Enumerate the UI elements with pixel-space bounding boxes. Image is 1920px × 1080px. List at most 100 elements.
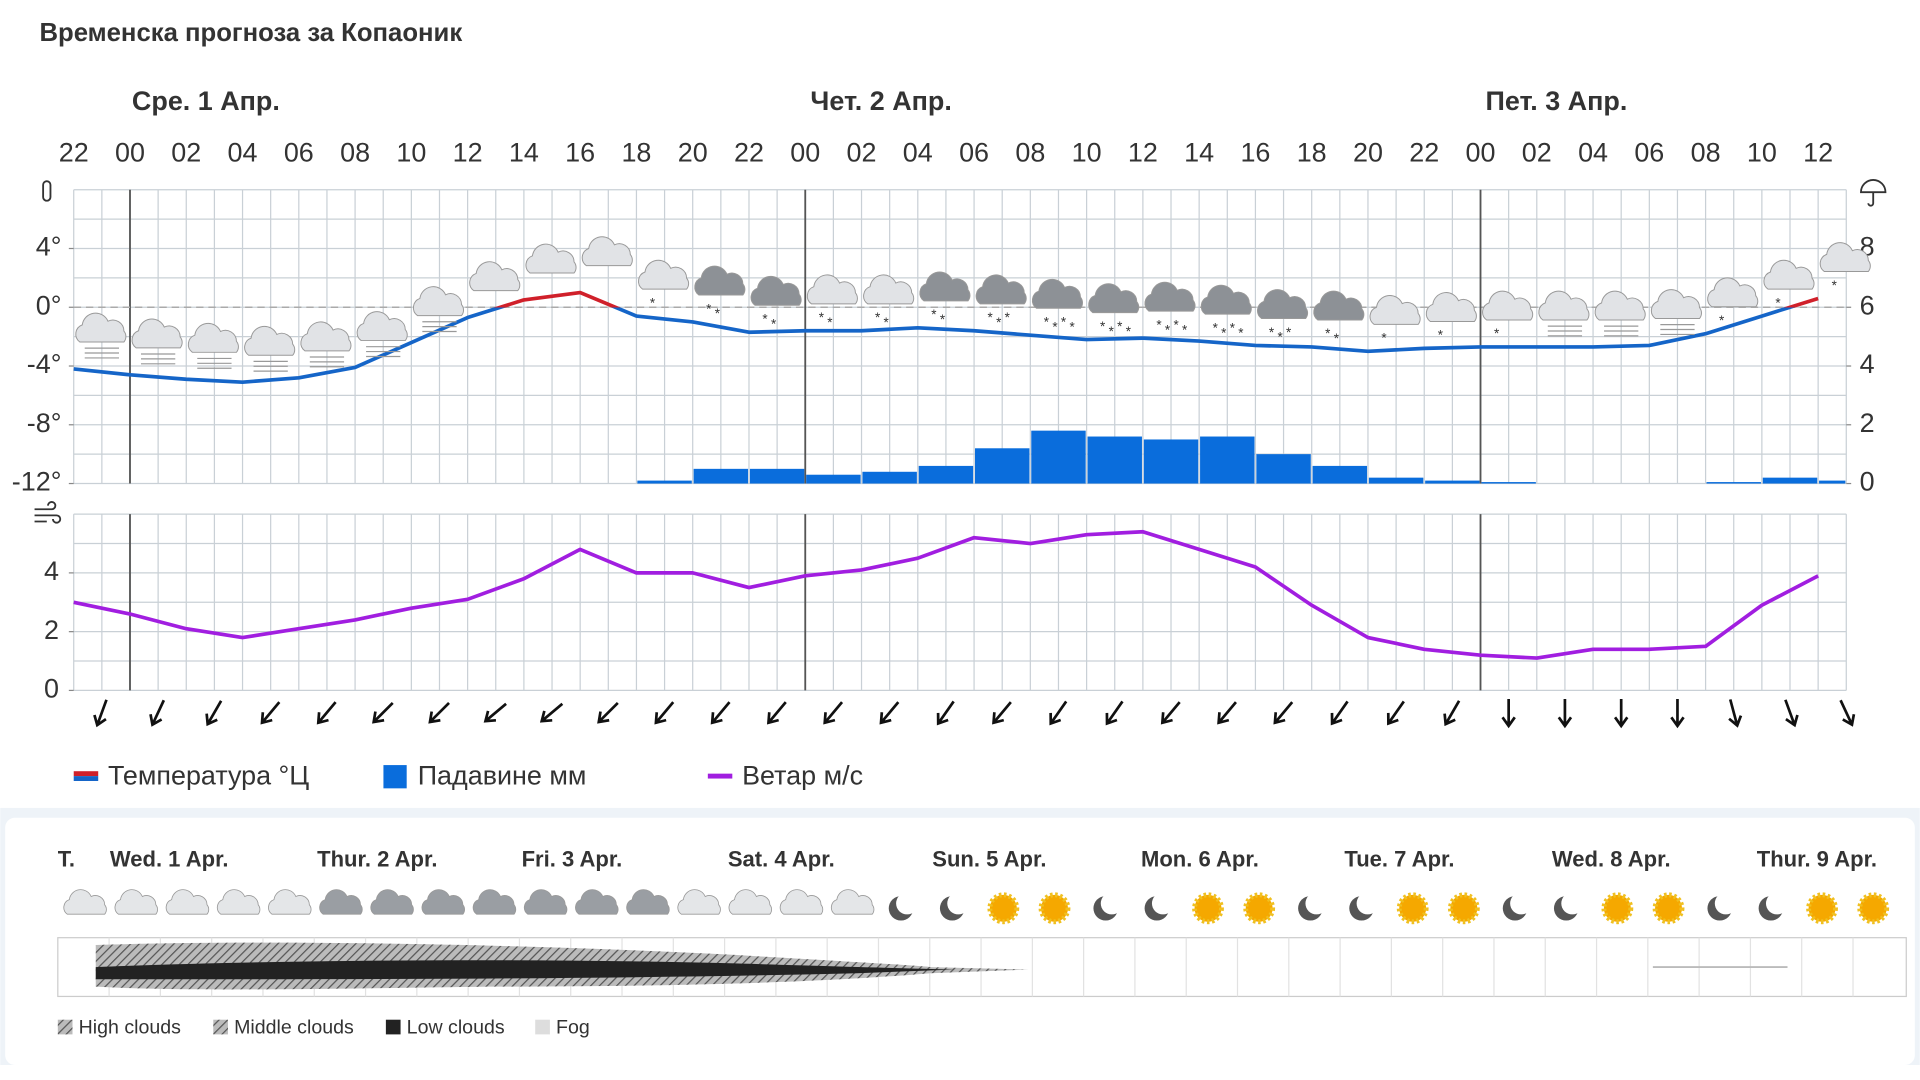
wind-arrow xyxy=(1217,701,1237,725)
cloud-shape xyxy=(1425,292,1477,322)
x-tick-label: 14 xyxy=(1184,137,1214,167)
snow-flake: * xyxy=(1277,330,1283,345)
x-tick-label: 22 xyxy=(1409,137,1439,167)
x-tick-label: 12 xyxy=(1128,137,1158,167)
page-title: Временска прогноза за Копаоник xyxy=(39,19,462,47)
snow-flake: * xyxy=(1005,310,1011,325)
weather-icon xyxy=(244,325,296,372)
arrow-shape xyxy=(316,701,337,725)
snow-flake: * xyxy=(875,310,881,325)
arrow-shape xyxy=(597,701,619,724)
cloud-shape xyxy=(830,889,875,915)
cloud-shape xyxy=(469,261,521,292)
arrow-shape xyxy=(1105,700,1124,726)
y-tick-label: 2 xyxy=(44,615,59,645)
weather-icon xyxy=(626,889,670,915)
sun-icon xyxy=(987,892,1020,925)
strip-card xyxy=(5,817,1915,1065)
weather-icon xyxy=(525,243,577,274)
weather-icon xyxy=(412,286,464,333)
snow-flake: * xyxy=(1173,317,1179,332)
arrow-shape xyxy=(1613,698,1629,729)
strip-label: T. xyxy=(58,846,75,871)
arrow-shape xyxy=(823,701,844,725)
weather-icon: * xyxy=(1763,259,1815,310)
weather-icon: * * xyxy=(863,274,915,330)
snow-flake: * xyxy=(1238,325,1244,340)
arrow-shape xyxy=(149,699,166,727)
strip-day-label: Sun. 5 Apr. xyxy=(932,846,1046,871)
weather-icon xyxy=(830,889,875,915)
wind-arrow xyxy=(1443,700,1461,727)
x-tick-label: 16 xyxy=(565,137,595,167)
strip-day-label: Thur. 2 Apr. xyxy=(317,846,437,871)
arrow-shape xyxy=(879,701,900,725)
cloud-shape xyxy=(806,274,858,305)
weather-icon xyxy=(319,889,363,915)
snow-flake: * xyxy=(1213,320,1219,335)
cloud-shape xyxy=(1031,278,1083,309)
x-tick-label: 08 xyxy=(340,137,370,167)
umbrella-icon xyxy=(1860,179,1887,207)
sun-icon xyxy=(1806,892,1838,925)
x-tick-label: 04 xyxy=(903,137,933,167)
snow-flake: * xyxy=(931,307,937,322)
y-tick-label: -12° xyxy=(12,467,62,497)
snow-flake: * xyxy=(1438,328,1444,343)
arrow-shape xyxy=(205,700,223,727)
wind-arrow xyxy=(260,701,281,725)
precipitation-bar xyxy=(749,468,805,484)
x-tick-label: 04 xyxy=(228,137,258,167)
precipitation-bar xyxy=(1819,480,1846,484)
moon-cut xyxy=(1714,892,1737,915)
x-tick-label: 20 xyxy=(678,137,708,167)
cloud-shape xyxy=(575,889,619,915)
wind-arrow xyxy=(823,701,844,725)
snow-flake: * xyxy=(1269,325,1275,340)
wind-arrow xyxy=(428,701,450,724)
precipitation-bar xyxy=(974,448,1030,484)
weather-icon xyxy=(1538,290,1590,337)
cloud-shape xyxy=(165,889,210,915)
x-tick-label: 10 xyxy=(1747,137,1777,167)
cloud-shape xyxy=(1200,284,1252,315)
weather-icon xyxy=(421,889,465,915)
moon-cut xyxy=(1765,892,1789,915)
arrow-shape xyxy=(1160,701,1181,725)
weather-icon xyxy=(370,889,414,915)
cloud-shape xyxy=(1707,277,1759,308)
wind-arrow xyxy=(1839,699,1856,727)
y-tick-label: 4 xyxy=(44,556,59,586)
cloud-shape xyxy=(319,889,363,915)
wind-arrow xyxy=(539,702,564,723)
wind-arrow xyxy=(483,702,507,723)
cloud-shape xyxy=(1650,289,1702,320)
cloud-shape xyxy=(728,889,772,915)
weather-icon: * * xyxy=(750,275,802,331)
weather-icon xyxy=(75,312,127,359)
x-tick-label: 18 xyxy=(621,137,651,167)
weather-icon: * xyxy=(1482,290,1534,341)
snow-flake: * xyxy=(1325,326,1331,341)
x-tick-label: 16 xyxy=(1240,137,1270,167)
snow-flake: * xyxy=(1381,331,1387,346)
moon-cut xyxy=(1305,892,1328,915)
moon-cut xyxy=(1100,892,1123,915)
arrow-shape xyxy=(1839,699,1856,727)
arrow-shape xyxy=(710,701,731,725)
day-label: Сре. 1 Апр. xyxy=(132,86,280,116)
weather-icon xyxy=(187,322,239,369)
x-tick-label: 02 xyxy=(171,137,201,167)
cloud-shape xyxy=(472,889,517,915)
cloud-shape xyxy=(356,311,408,342)
sun-icon xyxy=(1601,892,1634,925)
strip-legend-label: Middle clouds xyxy=(234,1016,354,1038)
precipitation-bar xyxy=(1143,439,1199,484)
arrow-shape xyxy=(1049,700,1068,726)
weather-icon xyxy=(114,889,158,915)
strip-day-label: Tue. 7 Apr. xyxy=(1344,846,1454,871)
x-tick-label: 18 xyxy=(1297,137,1327,167)
strip-legend-label: High clouds xyxy=(79,1016,182,1038)
cloud-shape xyxy=(63,889,107,915)
wind-arrow xyxy=(710,701,731,725)
